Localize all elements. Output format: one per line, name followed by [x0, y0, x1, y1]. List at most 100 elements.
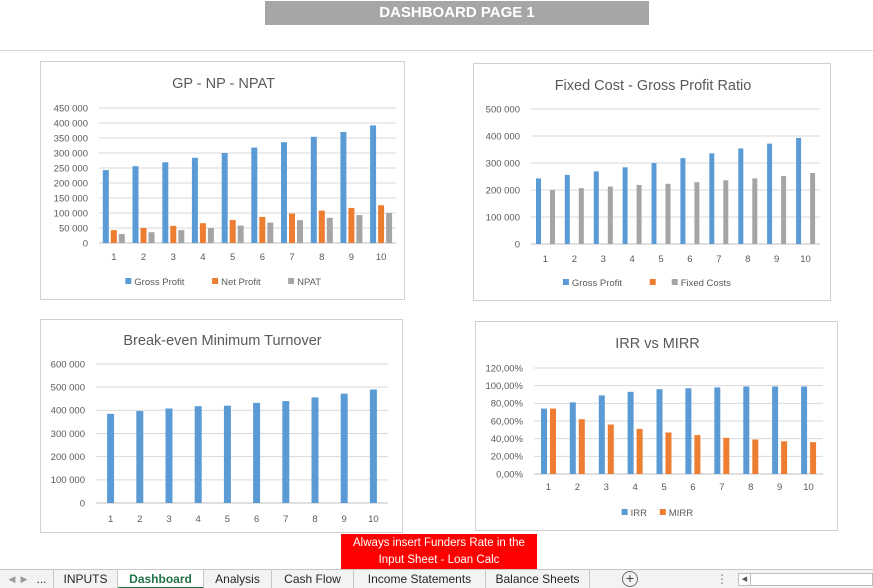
bar [723, 180, 729, 244]
legend-label: Net Profit [221, 277, 261, 288]
tab-more[interactable]: ... [30, 570, 54, 588]
legend-label: Gross Profit [134, 277, 185, 288]
x-tick-label: 4 [200, 252, 205, 263]
bar [578, 188, 584, 244]
bar [194, 406, 202, 503]
y-tick-label: 300 000 [51, 429, 85, 440]
x-tick-label: 3 [171, 252, 176, 263]
x-tick-label: 3 [601, 254, 606, 265]
bar [191, 157, 198, 243]
x-tick-label: 7 [283, 514, 288, 525]
bar [636, 184, 642, 244]
tab-inputs[interactable]: INPUTS [54, 570, 118, 588]
x-tick-label: 4 [630, 254, 635, 265]
bar [370, 125, 377, 243]
bar [622, 167, 628, 244]
bar [564, 174, 570, 244]
bar [340, 393, 348, 503]
bar [550, 190, 555, 244]
bar [723, 437, 730, 474]
chart-title: IRR vs MIRR [615, 336, 700, 352]
tab-dashboard[interactable]: Dashboard [118, 570, 204, 588]
y-tick-label: 20,00% [491, 452, 524, 463]
y-tick-label: 200 000 [51, 452, 85, 463]
x-tick-label: 8 [312, 514, 317, 525]
chart-break-even-minimum-turnover[interactable]: Break-even Minimum Turnover 0 100 000 200 0… [40, 319, 403, 533]
bar [767, 143, 773, 244]
tab-cash-flow[interactable]: Cash Flow [272, 570, 354, 588]
bar [297, 220, 303, 243]
bar [140, 228, 147, 243]
legend-label: MIRR [669, 508, 693, 519]
bar [810, 173, 816, 244]
chart-svg: GP - NP - NPAT 0 50 000 100 000 150 000 200 0… [54, 76, 396, 288]
bar [593, 171, 599, 244]
x-tick-label: 7 [289, 252, 294, 263]
bar [267, 222, 274, 243]
x-tick-label: 6 [254, 514, 259, 525]
y-tick-label: 350 000 [54, 133, 88, 144]
dashboard-banner: DASHBOARD PAGE 1 [265, 1, 649, 25]
bar [229, 219, 236, 243]
sheet-tab-bar: ◀ ▶ ... INPUTS Dashboard Analysis Cash F… [0, 569, 873, 588]
legend-swatch [562, 279, 569, 285]
legend-swatch [649, 279, 656, 285]
chart-gp-np-npat[interactable]: GP - NP - NPAT 0 50 000 100 000 150 000 200 0… [40, 61, 405, 300]
legend-swatch [212, 278, 219, 284]
tab-balance-sheets[interactable]: Balance Sheets [486, 570, 590, 588]
add-sheet-icon[interactable]: + [622, 571, 638, 587]
x-tick-label: 7 [716, 254, 721, 265]
x-tick-label: 2 [141, 252, 146, 263]
bar [356, 215, 363, 243]
tab-scroll-right-icon[interactable]: ▶ [20, 574, 28, 584]
y-tick-label: 400 000 [54, 118, 88, 129]
y-tick-label: 80,00% [491, 399, 524, 410]
chart-irr-vs-mirr[interactable]: IRR vs MIRR 0,00% 20,00% 40,00% 60,00% 80,00%… [475, 321, 838, 531]
y-tick-label: 200 000 [54, 178, 88, 189]
x-tick-label: 9 [774, 254, 779, 265]
bar [796, 137, 802, 244]
y-tick-label: 500 000 [486, 104, 520, 115]
bar [709, 153, 715, 244]
bar [369, 389, 377, 503]
bar [118, 234, 125, 243]
x-tick-label: 10 [803, 482, 814, 493]
bar [282, 401, 290, 503]
legend-swatch [125, 278, 132, 284]
chart-svg: IRR vs MIRR 0,00% 20,00% 40,00% 60,00% 80,00%… [485, 336, 823, 519]
tab-analysis[interactable]: Analysis [204, 570, 272, 588]
bar [110, 230, 117, 243]
y-tick-label: 400 000 [51, 406, 85, 417]
chart-fixed-cost-gross-profit-ratio[interactable]: Fixed Cost - Gross Profit Ratio 0 100 000 2… [473, 63, 831, 301]
tab-income-statements[interactable]: Income Statements [354, 570, 486, 588]
y-tick-label: 0 [80, 498, 85, 509]
bar [102, 170, 109, 243]
bar [752, 178, 758, 244]
bar [569, 402, 576, 474]
bar [636, 428, 643, 474]
bar [694, 435, 701, 474]
y-tick-label: 150 000 [54, 193, 88, 204]
bar [289, 213, 295, 243]
horizontal-scrollbar[interactable]: ◀ [738, 573, 873, 586]
bar [627, 391, 634, 474]
bar [310, 136, 317, 243]
x-tick-label: 6 [687, 254, 692, 265]
x-tick-label: 9 [349, 252, 354, 263]
bar [598, 395, 605, 474]
chart-svg: Fixed Cost - Gross Profit Ratio 0 100 000 2… [486, 78, 820, 289]
x-tick-label: 8 [745, 254, 750, 265]
y-tick-label: 0 [83, 238, 88, 249]
y-tick-label: 40,00% [491, 434, 524, 445]
tab-scroll-left-icon[interactable]: ◀ [8, 574, 16, 584]
x-tick-label: 5 [230, 252, 235, 263]
legend-label: IRR [631, 508, 648, 519]
tab-split-handle-icon[interactable]: ⋮ [716, 572, 728, 586]
bar [536, 178, 541, 244]
bar [199, 223, 206, 243]
legend-swatch [288, 278, 295, 284]
legend-swatch [621, 509, 628, 515]
bar [318, 210, 325, 243]
chart-title: GP - NP - NPAT [172, 76, 275, 92]
scroll-left-arrow-icon[interactable]: ◀ [739, 574, 751, 585]
